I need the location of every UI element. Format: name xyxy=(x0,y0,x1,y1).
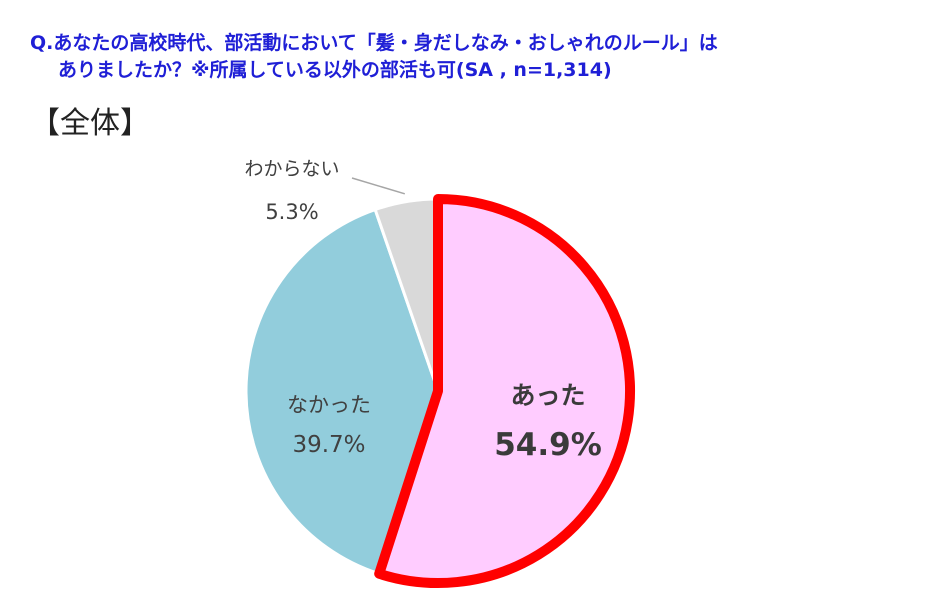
pie-slice-nakatta xyxy=(244,207,440,576)
slice-label-nakatta: なかった xyxy=(287,393,371,417)
slice-value-wakaranai: 5.3% xyxy=(265,200,318,224)
slice-value-atta: 54.9% xyxy=(494,427,602,463)
question-line-2: ありましたか？※所属している以外の部活も可(SA , n=1,314) xyxy=(58,59,612,81)
question-text: Q.あなたの高校時代、部活動において「髪・身だしなみ・おしゃれのルール」は あり… xyxy=(30,30,910,84)
question-line-1: Q.あなたの高校時代、部活動において「髪・身だしなみ・おしゃれのルール」は xyxy=(30,32,718,54)
slice-label-wakaranai: わからない xyxy=(244,158,339,180)
slice-label-atta: あった xyxy=(510,381,585,410)
pie-slice-atta-highlight xyxy=(374,194,635,588)
slice-value-nakatta: 39.7% xyxy=(292,432,365,458)
section-label: 【全体】 xyxy=(30,106,150,141)
leader-line-wakaranai xyxy=(351,177,406,195)
